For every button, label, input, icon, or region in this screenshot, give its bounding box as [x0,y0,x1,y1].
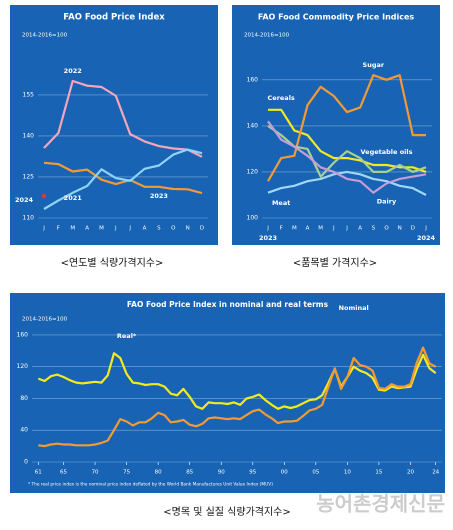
y-tick-label: 110 [23,215,35,222]
caption: <연도별 식량가격지수> [61,256,164,269]
series-line [43,148,203,210]
x-tick-label: J [128,226,131,232]
x-tick-label: N [186,226,190,232]
series-label: Cereals [268,94,295,102]
x-tick-label: 70 [92,470,99,476]
x-tick-label: 10 [344,470,351,476]
x-tick-label: J [332,226,335,232]
y-tick-label: 140 [23,132,35,139]
y-tick-label: 0 [24,459,28,466]
series-line [267,120,427,194]
y-tick-label: 40 [20,427,28,434]
x-tick-label: 61 [35,470,42,476]
chart-title: FAO Food Price Index in nominal and real… [127,300,329,309]
x-tick-label: S [372,226,376,232]
x-tick-label: M [318,226,323,232]
x-tick-label: 90 [218,470,225,476]
y-tick-label: 160 [17,331,29,338]
y-tick-label: 160 [247,76,259,83]
x-tick-label: M [99,226,104,232]
series-label: 2023 [150,192,168,200]
series-line [37,352,437,410]
y-tick-label: 80 [20,395,28,402]
x-tick-label: D [411,226,415,232]
x-tick-label: M [70,226,75,232]
line-point [41,193,47,199]
x-tick-label: A [85,226,89,232]
x-tick-label: D [200,226,204,232]
x-tick-label: N [398,226,402,232]
x-tick-label: 85 [186,470,193,476]
x-tick-label: A [306,226,310,232]
series-label: Sugar [363,61,385,69]
x-tick-label: 95 [249,470,256,476]
series-label: Real* [117,332,137,340]
y-tick-label: 120 [247,168,259,175]
chart-title: FAO Food Price Index [63,13,165,23]
x-tick-label: J [424,226,427,232]
x-tick-label: M [292,226,297,232]
x-tick-label: O [171,226,176,232]
subtitle: 2014-2016=100 [244,33,290,39]
x-tick-label: O [384,226,389,232]
caption: <명목 및 실질 식량가격지수> [163,505,291,518]
watermark: 농어촌경제신문 [316,492,445,516]
series-label: 2024 [15,196,34,204]
y-tick-label: 120 [17,363,29,370]
x-tick-label: 15 [375,470,382,476]
x-tick-label: 75 [123,470,130,476]
y-tick-label: 100 [247,215,259,222]
series-line [267,170,427,196]
x-tick-label: A [358,226,362,232]
x-tick-label: J [266,226,269,232]
x-tick-label: 65 [60,470,67,476]
year-label: 2024 [417,234,436,242]
series-label: Vegetable oils [361,148,413,156]
x-tick-label: J [42,226,45,232]
y-tick-label: 155 [23,91,35,98]
series-label: 2022 [64,67,82,75]
subtitle: 2014-2016=100 [22,33,68,39]
x-tick-label: 24 [432,470,439,476]
series-label: Nominal [339,304,369,312]
caption: <품목별 가격지수> [293,256,377,269]
x-tick-label: 20 [407,470,414,476]
series-line [38,346,437,448]
x-tick-label: J [114,226,117,232]
panel [10,293,445,493]
x-tick-label: A [143,226,147,232]
x-tick-label: F [280,226,283,232]
series-line [43,79,203,158]
y-tick-label: 140 [247,122,259,129]
x-tick-label: J [345,226,348,232]
panel [232,5,440,245]
x-tick-label: F [57,226,60,232]
x-tick-label: 00 [281,470,288,476]
footnote: * The real price index is the nominal pr… [28,482,273,488]
series-line [43,161,203,195]
series-label: 2021 [64,194,83,202]
x-tick-label: 05 [312,470,319,476]
subtitle: 2014-2016=100 [22,317,68,323]
series-line [267,74,426,182]
y-tick-label: 125 [23,173,35,180]
year-label: 2023 [259,234,277,242]
series-label: Dairy [377,197,397,205]
series-line [268,108,427,173]
panel [10,5,218,245]
x-tick-label: 80 [155,470,162,476]
series-label: Meat [272,199,290,207]
x-tick-label: S [157,226,161,232]
chart-title: FAO Food Commodity Price Indices [258,13,415,22]
